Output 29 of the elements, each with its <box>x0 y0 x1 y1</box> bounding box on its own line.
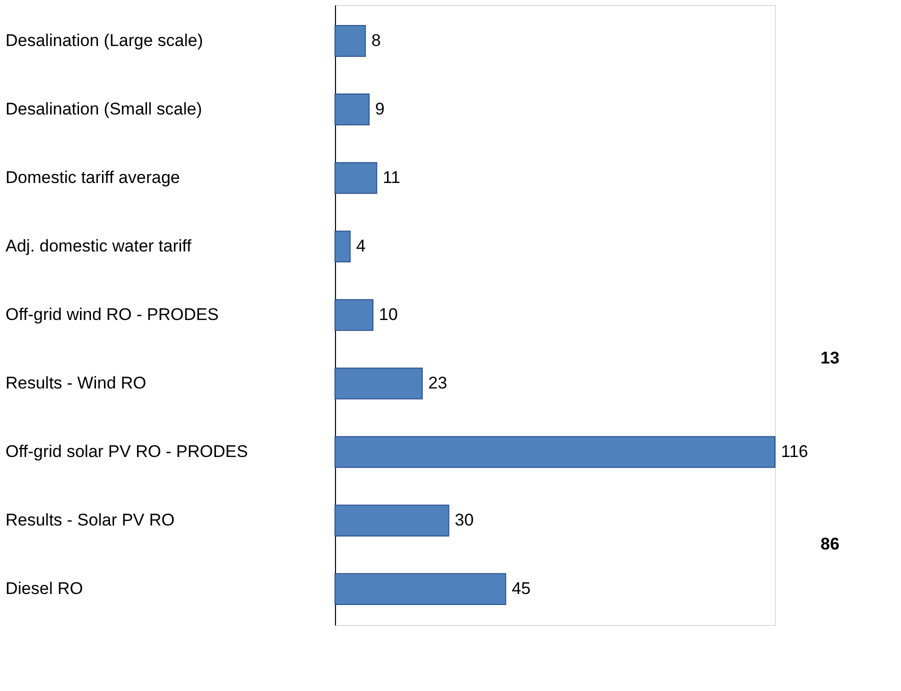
y-tick-label: Desalination (Large scale) <box>6 30 203 50</box>
bar <box>334 368 423 400</box>
data-label: 11 <box>382 168 400 187</box>
text: 86 <box>820 534 840 554</box>
bar <box>334 436 776 468</box>
bar <box>334 25 366 57</box>
y-tick-label: Diesel RO <box>6 579 83 598</box>
data-label: 10 <box>378 305 398 324</box>
text: 13 <box>820 348 840 368</box>
bar <box>334 162 378 194</box>
y-tick-label: Adj. domestic water tariff <box>6 236 192 256</box>
y-tick-label: Results - Wind RO <box>6 374 146 393</box>
data-label: 4 <box>356 236 366 256</box>
data-label: 45 <box>512 579 531 598</box>
y-tick-label: Off-grid wind RO - PRODES <box>6 305 219 324</box>
data-label: 9 <box>375 99 385 118</box>
y-tick-label: Off-grid solar PV RO - PRODES <box>6 442 248 462</box>
bar <box>334 573 506 605</box>
data-label: 30 <box>454 510 474 530</box>
y-tick-label: Desalination (Small scale) <box>6 99 202 118</box>
bar <box>334 230 351 262</box>
data-label: 8 <box>371 30 381 50</box>
y-tick-label: Domestic tariff average <box>6 168 180 187</box>
bar <box>334 94 370 126</box>
bar <box>334 504 450 536</box>
data-label: 23 <box>428 374 448 393</box>
bar <box>334 299 374 331</box>
y-tick-label: Results - Solar PV RO <box>6 510 175 530</box>
data-label: 116 <box>781 442 808 462</box>
